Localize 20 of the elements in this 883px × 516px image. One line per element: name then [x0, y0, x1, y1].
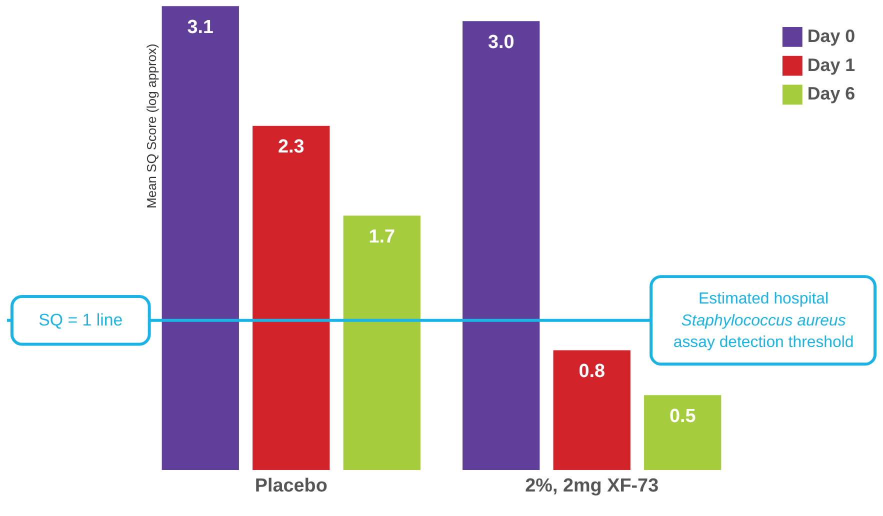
legend-label: Day 0 — [807, 26, 856, 46]
x-tick-label: Placebo — [254, 475, 328, 496]
y-axis-title: Mean SQ Score (log approx) — [144, 44, 159, 208]
data-label: 1.7 — [368, 226, 396, 248]
annotation: Estimated hospital Staphylococcus aureus assay detection threshold — [673, 290, 854, 352]
bar — [553, 350, 630, 470]
data-label: 0.5 — [669, 406, 696, 428]
data-label: 3.0 — [488, 32, 514, 53]
legend-label: Day 6 — [807, 84, 856, 104]
x-tick-label: 2%, 2mg XF-73 — [525, 475, 659, 496]
data-label: 0.8 — [578, 361, 606, 382]
data-label: 2.3 — [278, 136, 304, 158]
legend-label: Day 1 — [807, 54, 856, 75]
bar — [343, 216, 420, 470]
data-label: 3.1 — [187, 16, 214, 38]
bar — [252, 126, 330, 470]
bar — [644, 395, 722, 470]
bar — [462, 21, 540, 470]
ref-line-label: SQ = 1 line — [38, 310, 123, 330]
bar — [162, 6, 239, 470]
